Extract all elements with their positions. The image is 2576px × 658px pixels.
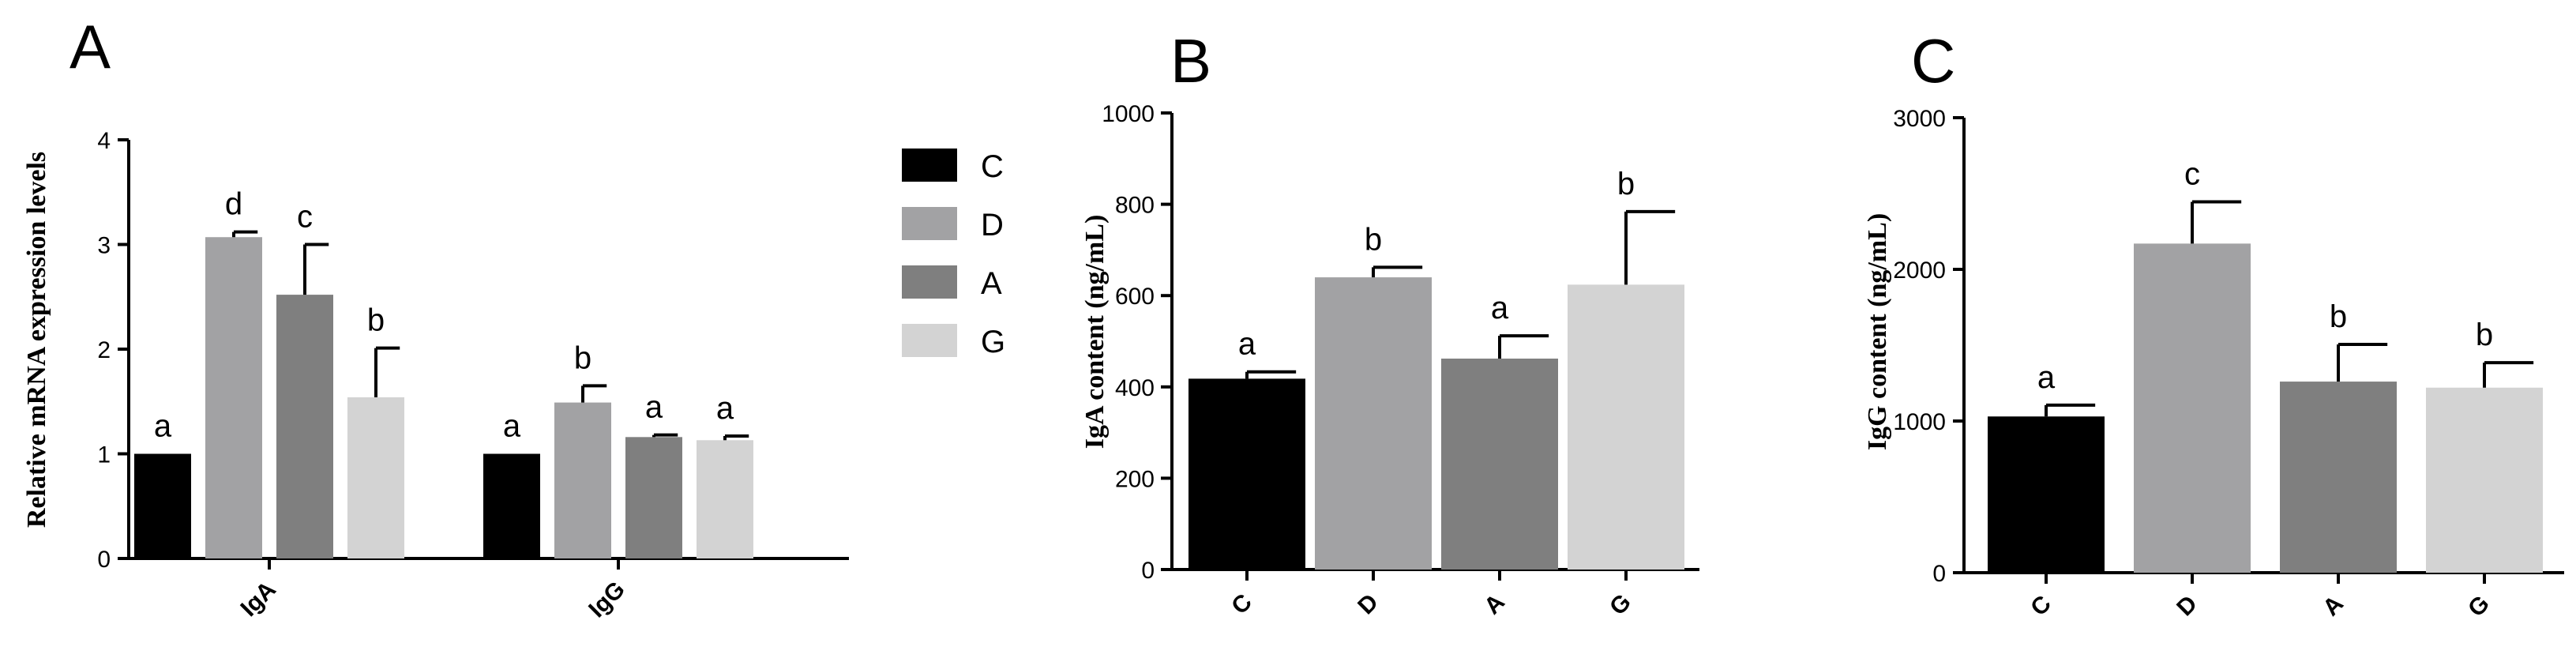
panel-a-y-tick-label: 1	[97, 442, 111, 468]
legend-swatch-a	[902, 265, 957, 299]
legend-label-d: D	[981, 208, 1004, 243]
panel-c-y-axis-title: IgG content (ng/mL)	[1863, 213, 1892, 450]
panel-c-y-tick-label: 2000	[1893, 258, 1946, 284]
panel-b-bar	[1188, 378, 1305, 570]
panel-c-bar	[2280, 382, 2397, 573]
panel-b-significance-label: b	[1365, 222, 1382, 257]
panel-a-significance-label: a	[716, 391, 734, 426]
panel-b-y-tick-label: 0	[1141, 558, 1155, 584]
panel-b-y-tick-label: 800	[1115, 193, 1155, 219]
panel-a-category-label: IgA	[235, 577, 281, 622]
panel-a-chart: A Relative mRNA expression levels 0 1 2 3 4 I…	[22, 12, 849, 622]
panel-a-y-axis-title: Relative mRNA expression levels	[22, 152, 51, 528]
panel-c-significance-label: a	[2037, 360, 2056, 395]
legend-swatch-g	[902, 324, 957, 357]
panel-c-category-label: G	[2463, 591, 2495, 622]
panel-a-bar	[205, 237, 262, 558]
panel-a-significance-label: a	[154, 409, 172, 444]
panel-c-category-label: D	[2172, 591, 2202, 622]
panel-b-category-label: A	[1479, 589, 1510, 620]
panel-c-y-tick-label: 0	[1932, 561, 1946, 587]
panel-a-bar	[697, 440, 753, 558]
panel-a-bar	[347, 397, 404, 558]
legend-swatch-c	[902, 149, 957, 182]
panel-c-category-label: C	[2026, 591, 2056, 622]
panel-a-bar	[554, 402, 611, 558]
panel-b-significance-label: b	[1617, 167, 1635, 201]
panel-a-y-tick-label: 2	[97, 337, 111, 363]
panel-c-category-label: A	[2318, 591, 2349, 622]
legend-label-a: A	[981, 266, 1002, 301]
panel-a-y-tick-label: 4	[97, 128, 111, 154]
panel-c-letter: C	[1911, 26, 1955, 96]
panel-a-significance-label: d	[225, 187, 242, 222]
panel-c-significance-label: b	[2476, 318, 2493, 352]
panel-a-significance-label: a	[645, 390, 663, 425]
legend-swatch-d	[902, 207, 957, 240]
panel-b-category-label: D	[1353, 589, 1384, 620]
panel-b-chart: B IgA content (ng/mL) 0 200 400 600 800 1000 C…	[1080, 26, 1699, 620]
panel-a-significance-label: b	[367, 303, 385, 338]
panel-a-significance-label: a	[503, 409, 521, 444]
panel-c-bar	[2426, 387, 2543, 573]
panel-b-bar	[1441, 358, 1558, 570]
panel-a-significance-label: c	[297, 200, 313, 235]
panel-b-category-label: C	[1226, 589, 1257, 620]
panel-c-y-tick-label: 1000	[1893, 409, 1946, 435]
panel-c-bar	[1988, 416, 2105, 573]
panel-b-y-tick-label: 600	[1115, 284, 1155, 310]
legend-label-c: C	[981, 149, 1004, 184]
panel-b-significance-label: a	[1491, 291, 1509, 325]
panel-a-significance-label: b	[574, 340, 591, 375]
panel-b-bar	[1568, 284, 1684, 570]
panel-b-y-tick-label: 200	[1115, 466, 1155, 492]
panel-b-y-tick-label: 400	[1115, 375, 1155, 401]
panel-b-letter: B	[1170, 26, 1211, 96]
panel-c-y-tick-label: 3000	[1893, 106, 1946, 132]
panel-a-bar	[483, 453, 540, 558]
panel-c-significance-label: c	[2184, 157, 2200, 192]
panel-a-y-tick-label: 3	[97, 233, 111, 259]
panel-a-y-tick-label: 0	[97, 547, 111, 573]
panel-b-bar	[1315, 277, 1432, 570]
panel-a-bar	[276, 295, 333, 558]
panel-a-bar	[134, 453, 191, 558]
legend-label-g: G	[981, 325, 1005, 359]
panel-a-category-label: IgG	[584, 577, 630, 623]
panel-b-y-tick-label: 1000	[1102, 101, 1155, 127]
panel-a-letter: A	[69, 12, 111, 81]
panel-c-bar	[2134, 243, 2251, 573]
panel-b-y-axis-title: IgA content (ng/mL)	[1080, 215, 1110, 449]
panel-a-bar	[625, 437, 682, 558]
panel-b-significance-label: a	[1238, 327, 1256, 362]
panel-b-category-label: G	[1605, 589, 1636, 621]
panel-c-significance-label: b	[2330, 299, 2347, 334]
